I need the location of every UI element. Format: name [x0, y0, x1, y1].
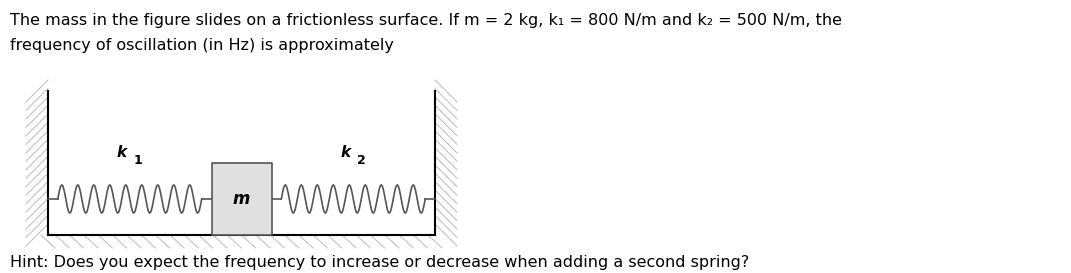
- Text: m: m: [232, 190, 251, 208]
- Text: frequency of oscillation (in Hz) is approximately: frequency of oscillation (in Hz) is appr…: [10, 38, 394, 53]
- Bar: [211, 163, 272, 235]
- Text: The mass in the figure slides on a frictionless surface. If m = 2 kg, k₁ = 800 N: The mass in the figure slides on a frict…: [10, 13, 842, 28]
- Text: 1: 1: [134, 154, 142, 167]
- Text: k: k: [117, 145, 126, 160]
- Text: k: k: [341, 145, 350, 160]
- Text: Hint: Does you expect the frequency to increase or decrease when adding a second: Hint: Does you expect the frequency to i…: [10, 255, 750, 270]
- Text: 2: 2: [358, 154, 366, 167]
